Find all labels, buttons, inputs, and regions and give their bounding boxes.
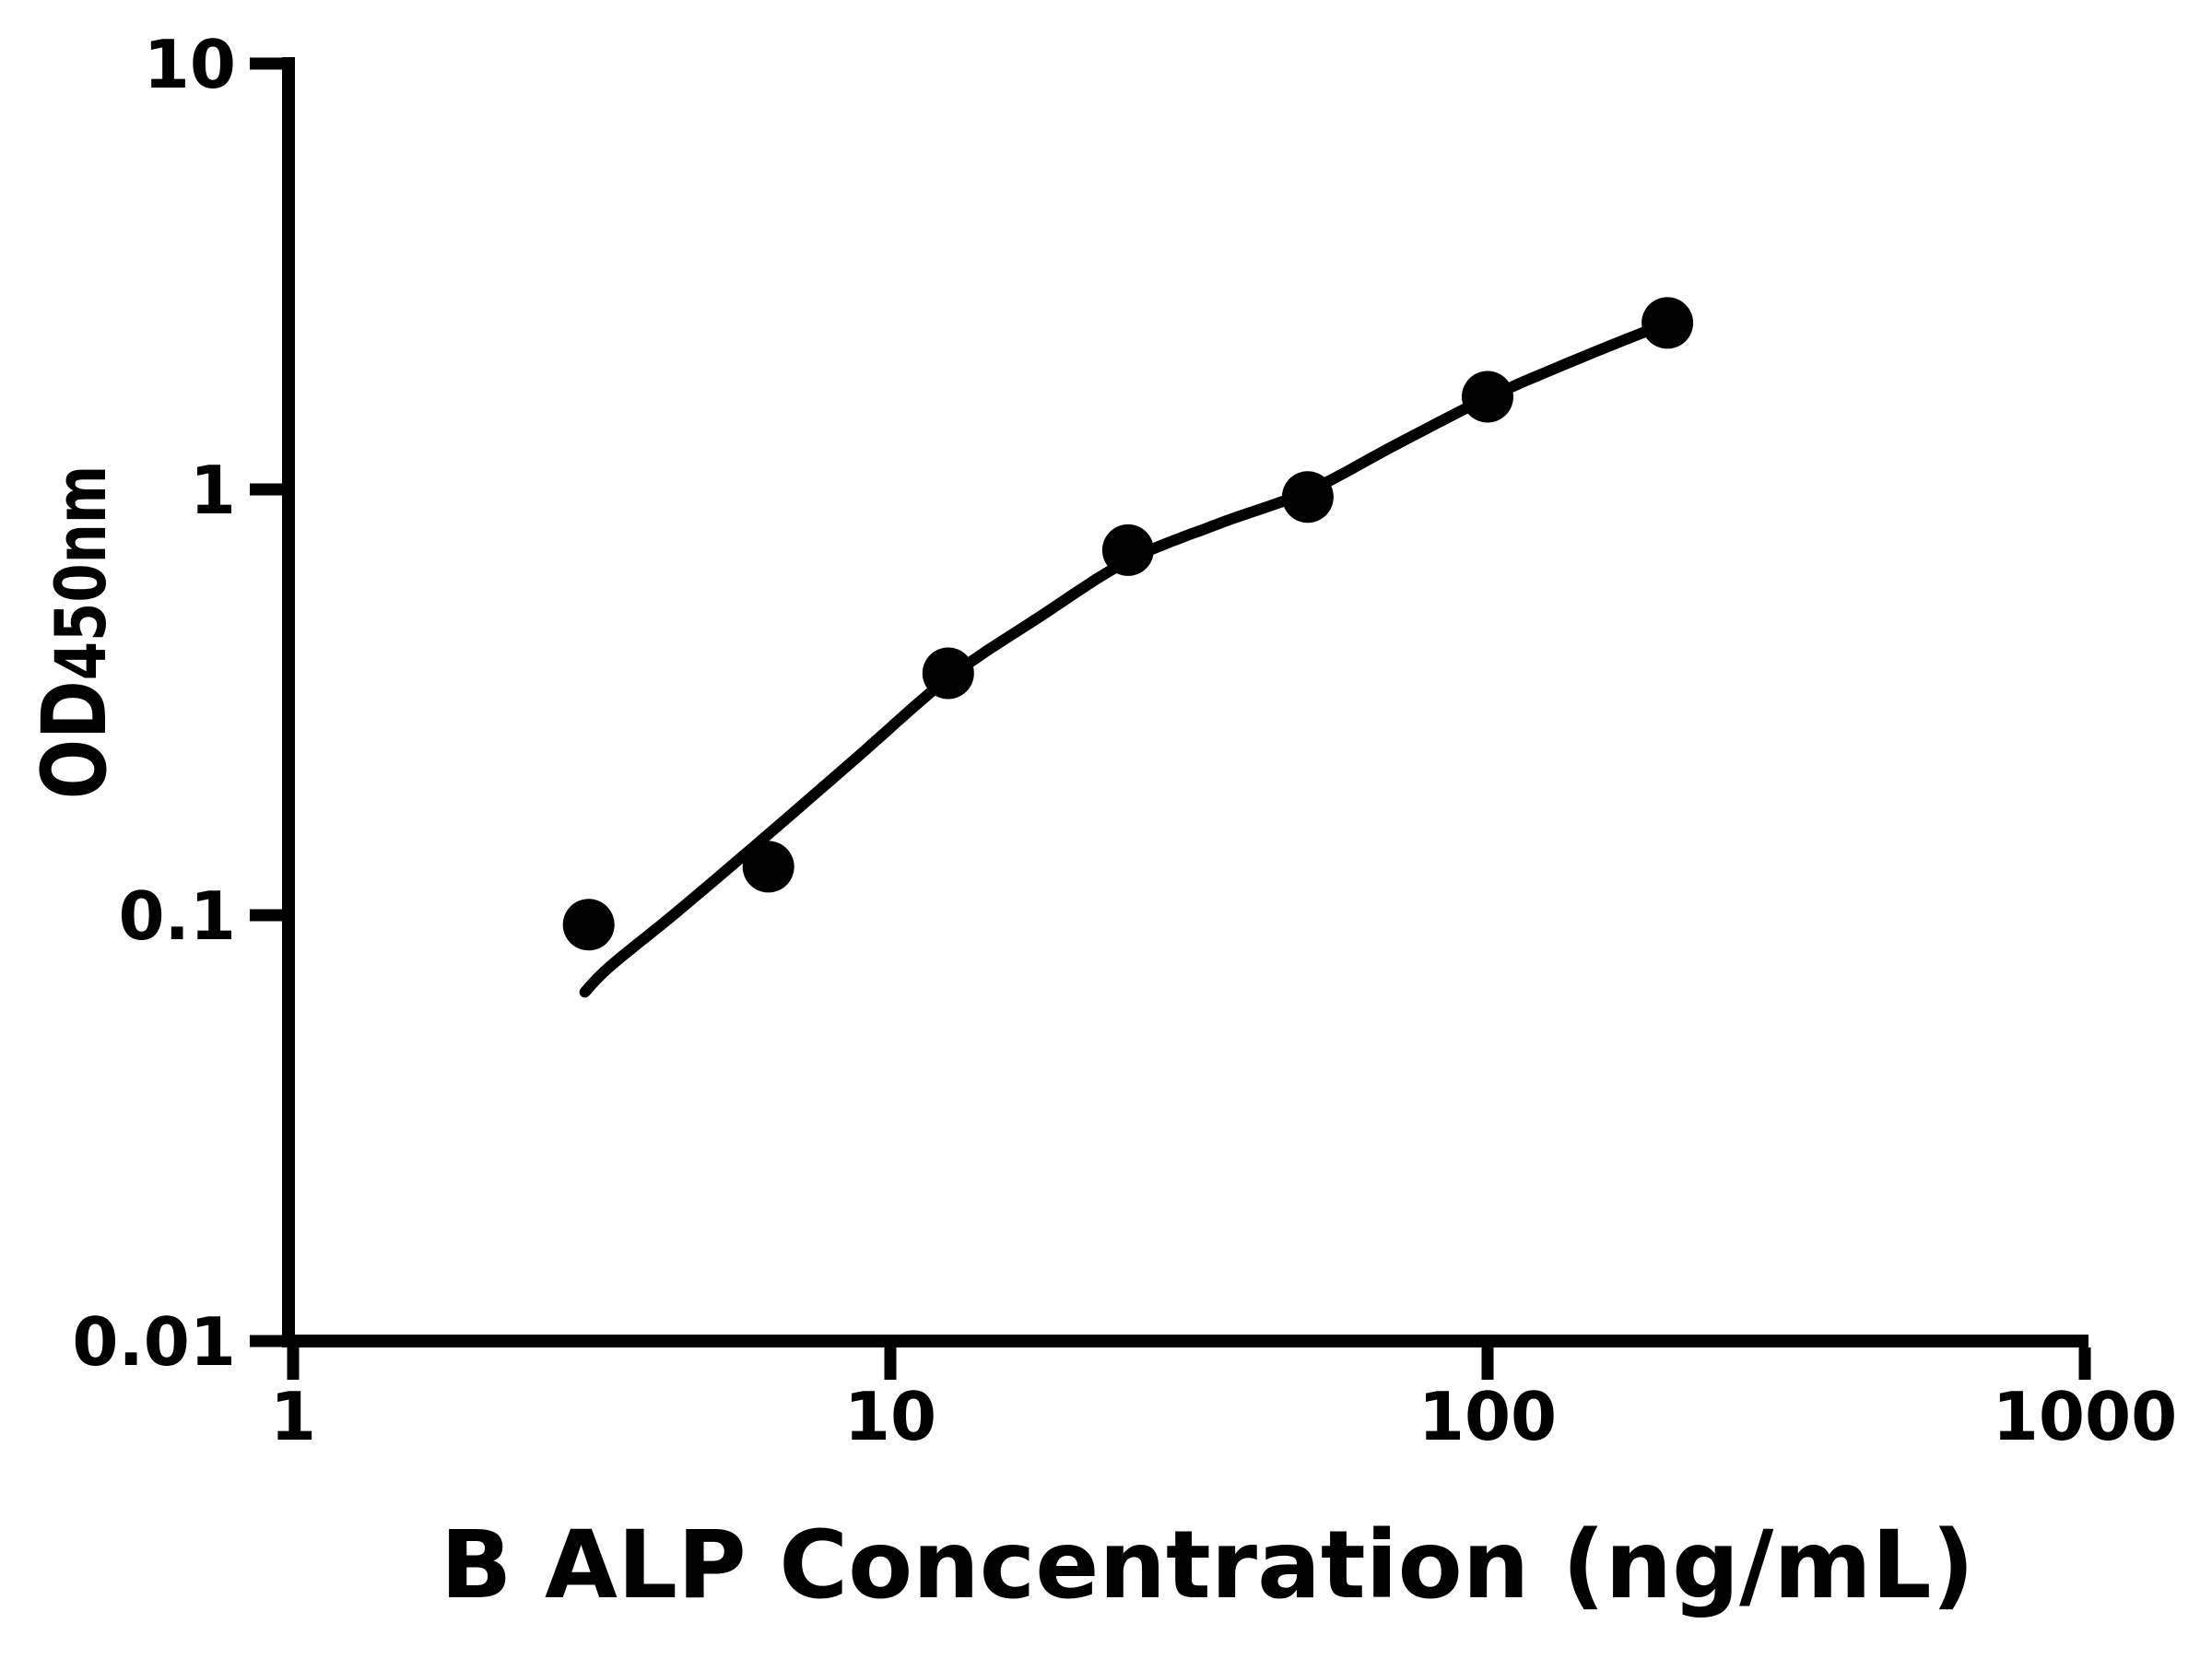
data-point-marker [1281, 471, 1334, 524]
data-point-series [562, 297, 1694, 951]
y-axis-title-subscript: 450nm [41, 465, 122, 681]
x-axis-ticks: 1 10 100 1000 [270, 1347, 2177, 1455]
y-axis-ticks: 10 1 0.1 0.01 [72, 26, 282, 1381]
x-axis-title: B ALP Concentration (ng/mL) [441, 1511, 1974, 1620]
data-point-marker [1101, 524, 1154, 576]
x-tick-label: 1000 [1993, 1378, 2177, 1455]
fit-curve-line [579, 317, 1674, 998]
x-tick-label: 1 [270, 1378, 316, 1455]
data-point-marker [922, 647, 974, 700]
data-point-marker [742, 841, 794, 893]
y-tick-label: 1 [190, 452, 236, 529]
data-point-marker [562, 899, 615, 951]
y-tick-label: 0.1 [118, 877, 236, 955]
data-point-marker [1641, 297, 1694, 349]
y-tick-label: 0.01 [72, 1303, 236, 1381]
x-tick-label: 100 [1418, 1378, 1557, 1455]
y-axis-title: OD450nm [23, 465, 127, 800]
data-point-marker [1462, 371, 1513, 423]
y-tick-label: 10 [144, 26, 236, 103]
y-axis-title-main: OD [23, 680, 127, 799]
x-tick-label: 10 [844, 1378, 936, 1455]
